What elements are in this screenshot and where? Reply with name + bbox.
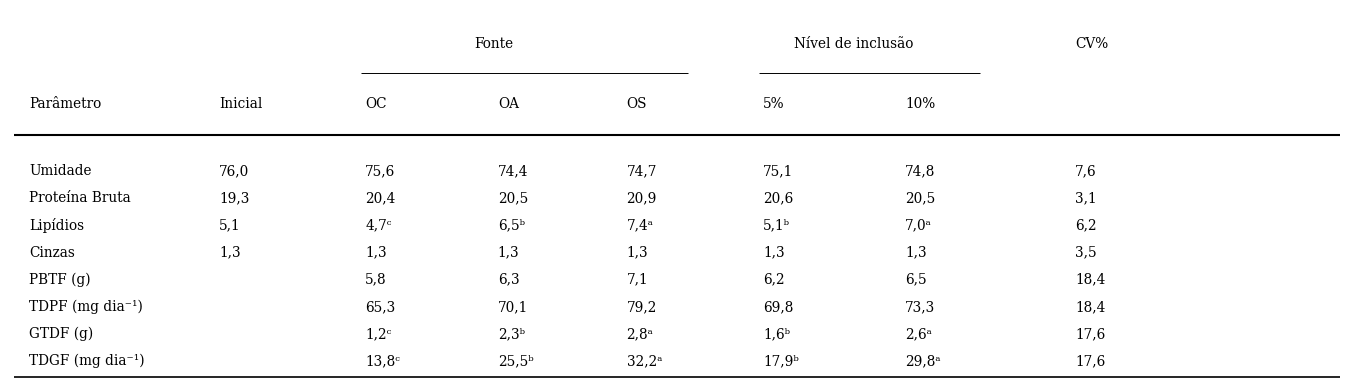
Text: OS: OS (627, 97, 647, 111)
Text: 17,6: 17,6 (1075, 327, 1105, 341)
Text: 20,5: 20,5 (906, 191, 936, 205)
Text: 2,6ᵃ: 2,6ᵃ (906, 327, 932, 341)
Text: 20,6: 20,6 (764, 191, 793, 205)
Text: 73,3: 73,3 (906, 300, 936, 314)
Text: 13,8ᶜ: 13,8ᶜ (366, 354, 399, 368)
Text: 4,7ᶜ: 4,7ᶜ (366, 218, 391, 232)
Text: 1,3: 1,3 (498, 245, 520, 260)
Text: 17,6: 17,6 (1075, 354, 1105, 368)
Text: 7,4ᵃ: 7,4ᵃ (627, 218, 654, 232)
Text: 1,3: 1,3 (764, 245, 785, 260)
Text: 20,4: 20,4 (366, 191, 395, 205)
Text: Inicial: Inicial (219, 97, 263, 111)
Text: 69,8: 69,8 (764, 300, 793, 314)
Text: 5%: 5% (764, 97, 785, 111)
Text: Umidade: Umidade (30, 164, 92, 178)
Text: 2,3ᵇ: 2,3ᵇ (498, 327, 525, 341)
Text: PBTF (g): PBTF (g) (30, 272, 91, 287)
Text: 3,1: 3,1 (1075, 191, 1097, 205)
Text: 74,8: 74,8 (906, 164, 936, 178)
Text: 5,1ᵇ: 5,1ᵇ (764, 218, 791, 232)
Text: 18,4: 18,4 (1075, 273, 1105, 287)
Text: TDPF (mg dia⁻¹): TDPF (mg dia⁻¹) (30, 299, 144, 314)
Text: 19,3: 19,3 (219, 191, 249, 205)
Text: Cinzas: Cinzas (30, 245, 76, 260)
Text: 5,1: 5,1 (219, 218, 241, 232)
Text: 79,2: 79,2 (627, 300, 657, 314)
Text: 74,7: 74,7 (627, 164, 657, 178)
Text: 17,9ᵇ: 17,9ᵇ (764, 354, 799, 368)
Text: 3,5: 3,5 (1075, 245, 1097, 260)
Text: 20,9: 20,9 (627, 191, 657, 205)
Text: 5,8: 5,8 (366, 273, 387, 287)
Text: 6,2: 6,2 (764, 273, 785, 287)
Text: 25,5ᵇ: 25,5ᵇ (498, 354, 533, 368)
Text: 75,6: 75,6 (366, 164, 395, 178)
Text: OC: OC (366, 97, 387, 111)
Text: Lipídios: Lipídios (30, 218, 84, 233)
Text: Proteína Bruta: Proteína Bruta (30, 191, 131, 205)
Text: Parâmetro: Parâmetro (30, 97, 102, 111)
Text: 1,3: 1,3 (627, 245, 649, 260)
Text: 2,8ᵃ: 2,8ᵃ (627, 327, 654, 341)
Text: 6,5: 6,5 (906, 273, 927, 287)
Text: 1,2ᶜ: 1,2ᶜ (366, 327, 391, 341)
Text: 7,6: 7,6 (1075, 164, 1097, 178)
Text: 65,3: 65,3 (366, 300, 395, 314)
Text: Fonte: Fonte (474, 37, 513, 51)
Text: TDGF (mg dia⁻¹): TDGF (mg dia⁻¹) (30, 354, 145, 368)
Text: CV%: CV% (1075, 37, 1109, 51)
Text: 1,3: 1,3 (906, 245, 927, 260)
Text: 29,8ᵃ: 29,8ᵃ (906, 354, 941, 368)
Text: 1,6ᵇ: 1,6ᵇ (764, 327, 791, 341)
Text: 75,1: 75,1 (764, 164, 793, 178)
Text: OA: OA (498, 97, 519, 111)
Text: 1,3: 1,3 (366, 245, 387, 260)
Text: 6,5ᵇ: 6,5ᵇ (498, 218, 525, 232)
Text: 7,0ᵃ: 7,0ᵃ (906, 218, 932, 232)
Text: 7,1: 7,1 (627, 273, 649, 287)
Text: 20,5: 20,5 (498, 191, 528, 205)
Text: 6,2: 6,2 (1075, 218, 1097, 232)
Text: 18,4: 18,4 (1075, 300, 1105, 314)
Text: 32,2ᵃ: 32,2ᵃ (627, 354, 662, 368)
Text: 6,3: 6,3 (498, 273, 520, 287)
Text: 70,1: 70,1 (498, 300, 528, 314)
Text: Nível de inclusão: Nível de inclusão (793, 37, 913, 51)
Text: 74,4: 74,4 (498, 164, 528, 178)
Text: 1,3: 1,3 (219, 245, 241, 260)
Text: 10%: 10% (906, 97, 936, 111)
Text: 76,0: 76,0 (219, 164, 249, 178)
Text: GTDF (g): GTDF (g) (30, 327, 93, 341)
